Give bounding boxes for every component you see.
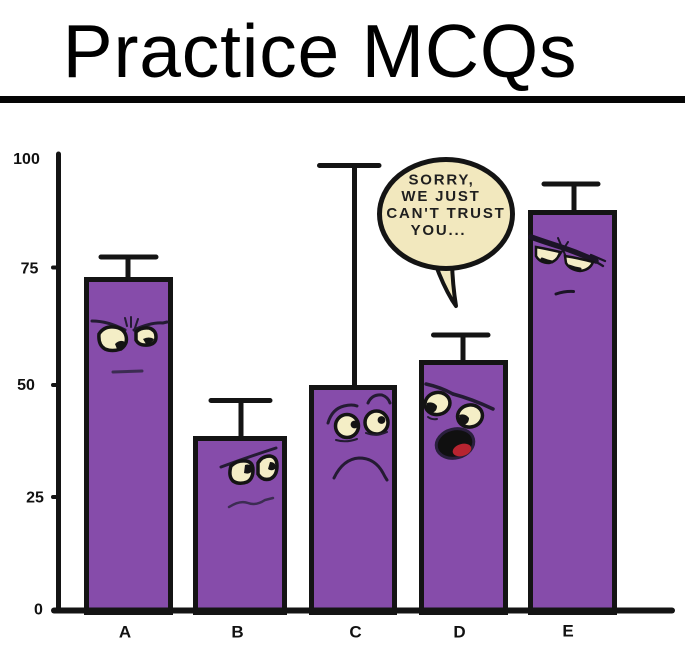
svg-text:50: 50 bbox=[17, 377, 35, 394]
svg-text:B: B bbox=[231, 623, 243, 642]
svg-text:A: A bbox=[119, 623, 131, 642]
svg-text:WE JUST: WE JUST bbox=[401, 188, 480, 205]
svg-text:25: 25 bbox=[26, 490, 44, 507]
svg-text:75: 75 bbox=[21, 261, 39, 278]
svg-text:C: C bbox=[349, 623, 361, 642]
svg-text:D: D bbox=[453, 623, 465, 642]
svg-text:SORRY,: SORRY, bbox=[408, 172, 474, 189]
svg-text:0: 0 bbox=[34, 602, 43, 619]
svg-text:E: E bbox=[562, 622, 573, 641]
svg-text:YOU...: YOU... bbox=[411, 222, 467, 239]
svg-text:100: 100 bbox=[13, 151, 40, 168]
svg-text:CAN'T TRUST: CAN'T TRUST bbox=[386, 205, 505, 222]
